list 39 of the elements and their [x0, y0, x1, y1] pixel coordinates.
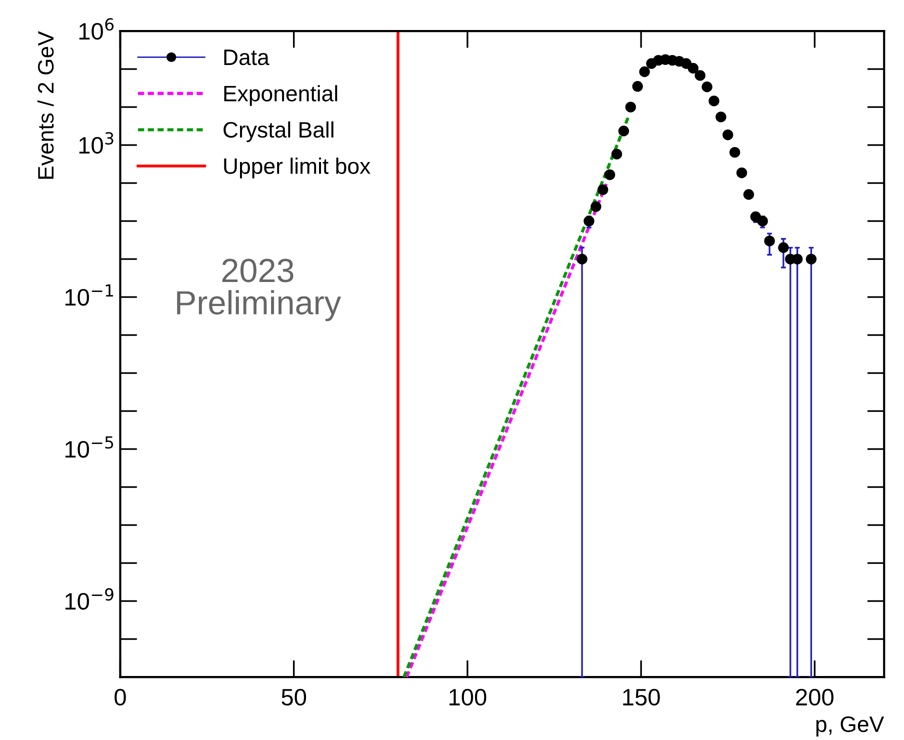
ref-line-label: Upper limit box — [224, 158, 370, 178]
x-tick-label: 50 — [282, 688, 306, 706]
y-tick-label: 10$^{−1}$ — [65, 284, 113, 306]
point — [604, 169, 616, 180]
x-axis-title: p, GeV — [816, 716, 884, 736]
point — [778, 242, 789, 253]
x-tick-label: 150 — [623, 688, 660, 706]
point — [806, 254, 817, 264]
point — [716, 112, 726, 122]
point — [598, 184, 608, 196]
point — [764, 236, 775, 246]
point — [722, 129, 734, 140]
legend-label: Crystal Ball — [224, 121, 334, 142]
point — [743, 189, 754, 200]
x-tick-label: 100 — [450, 688, 486, 706]
point — [625, 102, 636, 112]
y-tick-label: 10$^{6}$ — [79, 18, 114, 40]
y-tick-label: 10$^{3}$ — [79, 132, 114, 154]
point — [680, 58, 692, 69]
x-tick-label: 200 — [796, 688, 834, 706]
point — [590, 201, 602, 212]
point — [736, 167, 748, 178]
point — [639, 66, 650, 78]
legend-label: Data — [224, 50, 270, 66]
y-axis-title: Events / 2 GeV — [37, 31, 54, 179]
legend-label: Exponential — [224, 85, 338, 106]
point — [729, 146, 740, 158]
point — [702, 82, 712, 92]
point — [694, 70, 706, 81]
point — [576, 254, 588, 264]
annotation: 2023 Preliminary — [177, 258, 342, 322]
point — [632, 81, 643, 92]
y-tick-label: 10$^{−9}$ — [65, 588, 114, 610]
point — [618, 126, 630, 136]
point — [708, 96, 720, 106]
x-tick-label: 0 — [114, 688, 126, 706]
point — [611, 148, 622, 160]
point — [688, 62, 698, 74]
y-tick-label: 10$^{−5}$ — [65, 436, 114, 458]
